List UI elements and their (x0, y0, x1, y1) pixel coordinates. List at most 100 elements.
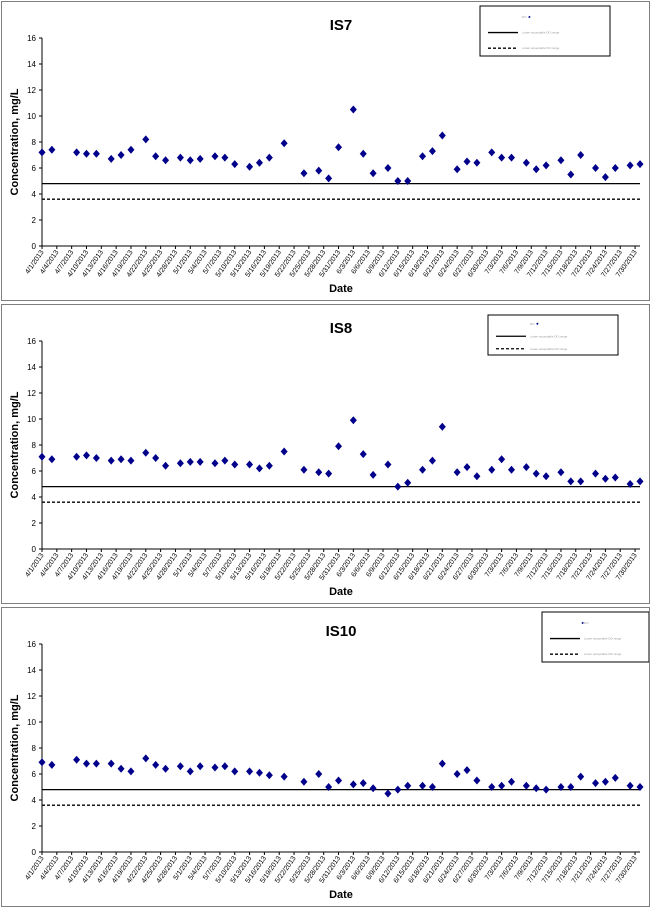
data-point (473, 158, 481, 167)
data-point (508, 777, 516, 786)
data-point (211, 152, 219, 161)
data-point (107, 759, 115, 768)
data-point (265, 771, 273, 780)
chart-panel-is7: IS7 Concentration, mg/L 0 2 4 6 8 10 12 14 16 4/1/2… (1, 1, 650, 301)
data-point (335, 143, 343, 152)
data-point (142, 754, 150, 763)
y-tick-label: 10 (27, 415, 36, 424)
data-point (221, 153, 229, 162)
data-point (48, 455, 56, 464)
y-tick-label: 14 (27, 666, 36, 675)
data-point (463, 766, 471, 775)
data-point (196, 154, 204, 163)
data-point (359, 779, 367, 788)
data-point (107, 456, 115, 465)
data-point (300, 169, 308, 178)
data-point (463, 463, 471, 472)
y-tick-label: 6 (32, 164, 37, 173)
data-point (369, 470, 377, 479)
data-point (404, 781, 412, 790)
data-point (221, 456, 229, 465)
data-point (349, 780, 357, 789)
y-tick-label: 12 (27, 389, 36, 398)
y-tick-label: 16 (27, 34, 36, 43)
data-point (211, 459, 219, 468)
data-point (567, 170, 575, 179)
data-point (349, 105, 357, 114)
data-point (488, 783, 496, 791)
data-point (626, 781, 634, 790)
legend-label: Lower acceptable DO range (584, 637, 622, 641)
data-point (82, 759, 90, 768)
y-tick-label: 12 (27, 86, 36, 95)
legend-label: Lower acceptable DO range (522, 31, 560, 35)
data-point (196, 762, 204, 771)
data-point (592, 469, 600, 478)
data-point (567, 783, 575, 791)
data-point (162, 764, 170, 773)
legend-label: Lower acceptable DO range (530, 334, 568, 338)
data-point (508, 465, 516, 474)
data-point (384, 164, 392, 172)
x-axis-label: Date (329, 889, 353, 901)
data-point (601, 777, 609, 786)
data-point (315, 770, 323, 778)
data-point (557, 156, 565, 165)
data-point (92, 454, 100, 462)
data-point (325, 469, 333, 478)
y-tick-label: 8 (32, 138, 37, 147)
y-tick-label: 0 (32, 848, 37, 857)
data-point (522, 463, 530, 472)
chart-title: IS8 (330, 320, 353, 337)
data-point (498, 455, 506, 464)
data-point (394, 785, 402, 794)
data-point (265, 461, 273, 470)
data-point (221, 762, 229, 771)
data-point (255, 768, 263, 777)
data-point (438, 131, 446, 140)
data-point (73, 148, 81, 157)
data-point (196, 457, 204, 466)
data-point (557, 468, 565, 477)
y-tick-label: 4 (32, 796, 37, 805)
y-tick-label: 2 (32, 519, 37, 528)
y-tick-label: 10 (27, 112, 36, 121)
data-point (394, 482, 402, 491)
data-point (522, 158, 530, 167)
data-point (300, 465, 308, 474)
data-point (92, 759, 100, 768)
data-point (611, 164, 619, 172)
data-point (176, 459, 184, 468)
data-point (384, 460, 392, 469)
legend-label: DO (584, 621, 589, 625)
data-point (419, 152, 427, 161)
legend-label: DO (522, 15, 527, 19)
data-point (453, 468, 461, 477)
data-point (369, 784, 377, 793)
y-tick-label: 6 (32, 467, 37, 476)
chart-title: IS10 (326, 623, 357, 640)
data-point (488, 148, 496, 157)
data-point (92, 149, 100, 158)
data-point (532, 469, 540, 478)
data-point (542, 472, 550, 481)
legend-label: Lower acceptable DO range (584, 652, 622, 656)
y-tick-label: 10 (27, 718, 36, 727)
chart-panel-is8: IS8 Concentration, mg/L 0 2 4 6 8 10 12 14 16 4/1/2… (1, 304, 650, 604)
data-point (611, 473, 619, 482)
data-point (473, 472, 481, 481)
y-tick-label: 0 (32, 545, 37, 554)
data-point (359, 450, 367, 459)
y-axis-label: Concentration, mg/L (9, 391, 21, 498)
y-tick-label: 14 (27, 60, 36, 69)
data-point (142, 135, 150, 144)
data-point (246, 460, 254, 469)
legend-box (487, 314, 619, 356)
data-point (107, 154, 115, 163)
data-point (231, 460, 239, 469)
legend-marker-diamond (528, 15, 531, 19)
y-tick-label: 0 (32, 242, 37, 251)
